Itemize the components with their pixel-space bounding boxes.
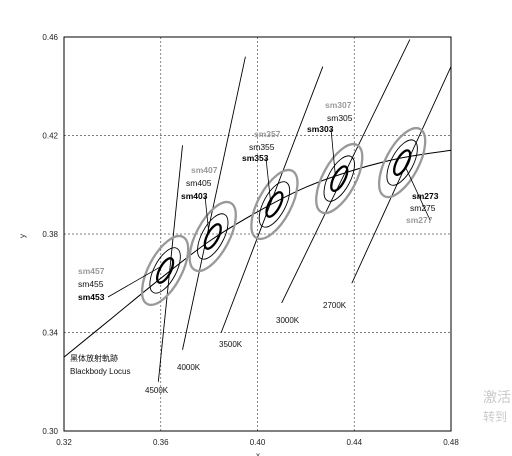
macadam-ellipse xyxy=(393,149,412,176)
cct-label: 2700K xyxy=(323,301,347,310)
cct-label: 3000K xyxy=(276,316,300,325)
ellipse-label: sm355 xyxy=(249,142,275,152)
isotemperature-line xyxy=(351,66,452,284)
macadam-ellipse xyxy=(377,127,427,199)
x-tick-label: 0.44 xyxy=(346,438,362,447)
x-tick-label: 0.40 xyxy=(250,438,266,447)
y-tick-label: 0.38 xyxy=(42,230,58,239)
ellipse-label: sm273 xyxy=(412,191,439,201)
blackbody-locus xyxy=(63,149,452,358)
blackbody-locus-layer xyxy=(63,149,452,358)
cct-label: 3500K xyxy=(219,340,243,349)
watermark-line-1: 激活 xyxy=(483,389,511,405)
isotemperature-line xyxy=(281,39,411,304)
ellipse-label: sm307 xyxy=(325,100,352,110)
macadam-ellipse xyxy=(265,191,284,218)
ellipse-label: sm353 xyxy=(242,153,269,163)
macadam-ellipse xyxy=(149,247,181,294)
ellipse-label: sm275 xyxy=(410,203,436,213)
ellipse-label: sm357 xyxy=(254,129,281,139)
ellipse-leader-line xyxy=(265,157,271,201)
macadam-ellipse xyxy=(155,257,175,284)
plot-border xyxy=(63,36,452,432)
y-tick-label: 0.42 xyxy=(42,132,58,141)
ellipse-label: sm453 xyxy=(78,292,105,302)
y-axis-label: y xyxy=(18,234,27,238)
isotemperature-line xyxy=(157,145,183,382)
x-tick-label: 0.36 xyxy=(153,438,169,447)
macadam-ellipse xyxy=(258,181,291,228)
macadam-ellipse xyxy=(188,200,237,273)
ellipse-leader-line xyxy=(204,195,210,233)
ellipse-leader-line xyxy=(107,266,162,298)
macadam-ellipses xyxy=(107,127,431,307)
locus-label-zh: 黑体放射軌跡 xyxy=(70,353,118,363)
grid xyxy=(64,37,451,431)
macadam-ellipse xyxy=(250,168,299,241)
ellipse-leader-line xyxy=(330,128,336,175)
watermark: 激活 转到 xyxy=(483,390,511,424)
isotemperature-lines xyxy=(157,39,452,382)
ellipse-label: sm403 xyxy=(181,191,208,201)
x-axis-label: x xyxy=(256,451,260,456)
x-tick-label: 0.48 xyxy=(443,438,459,447)
macadam-ellipse xyxy=(140,234,190,307)
x-tick-label: 0.32 xyxy=(56,438,72,447)
ellipse-label: sm303 xyxy=(307,124,334,134)
ellipse-label: sm455 xyxy=(78,279,104,289)
locus-label-en: Blackbody Locus xyxy=(70,367,130,376)
macadam-ellipse xyxy=(330,165,349,192)
plot-frame xyxy=(63,36,452,432)
ellipse-label: sm305 xyxy=(327,113,353,123)
macadam-ellipse xyxy=(315,143,364,215)
y-tick-label: 0.46 xyxy=(42,33,58,42)
labels-layer: y x 黑体放射軌跡 Blackbody Locus 0.32 0.36 0.40 0… xyxy=(18,33,459,456)
macadam-ellipse xyxy=(197,213,229,260)
macadam-ellipse xyxy=(386,139,418,186)
ellipse-label: sm457 xyxy=(78,266,105,276)
cct-label: 4000K xyxy=(177,363,201,372)
y-tick-label: 0.34 xyxy=(42,329,58,338)
ellipse-label: sm407 xyxy=(191,165,218,175)
watermark-line-2: 转到 xyxy=(483,410,508,424)
ellipse-label: sm277 xyxy=(406,215,433,225)
isotemperature-line xyxy=(182,56,246,350)
ellipse-label: sm405 xyxy=(186,178,212,188)
macadam-ellipse xyxy=(203,223,222,250)
ellipse-leader-line xyxy=(405,168,431,221)
macadam-ellipse xyxy=(323,155,355,202)
y-tick-label: 0.30 xyxy=(42,427,58,436)
cct-label: 4500K xyxy=(145,386,169,395)
